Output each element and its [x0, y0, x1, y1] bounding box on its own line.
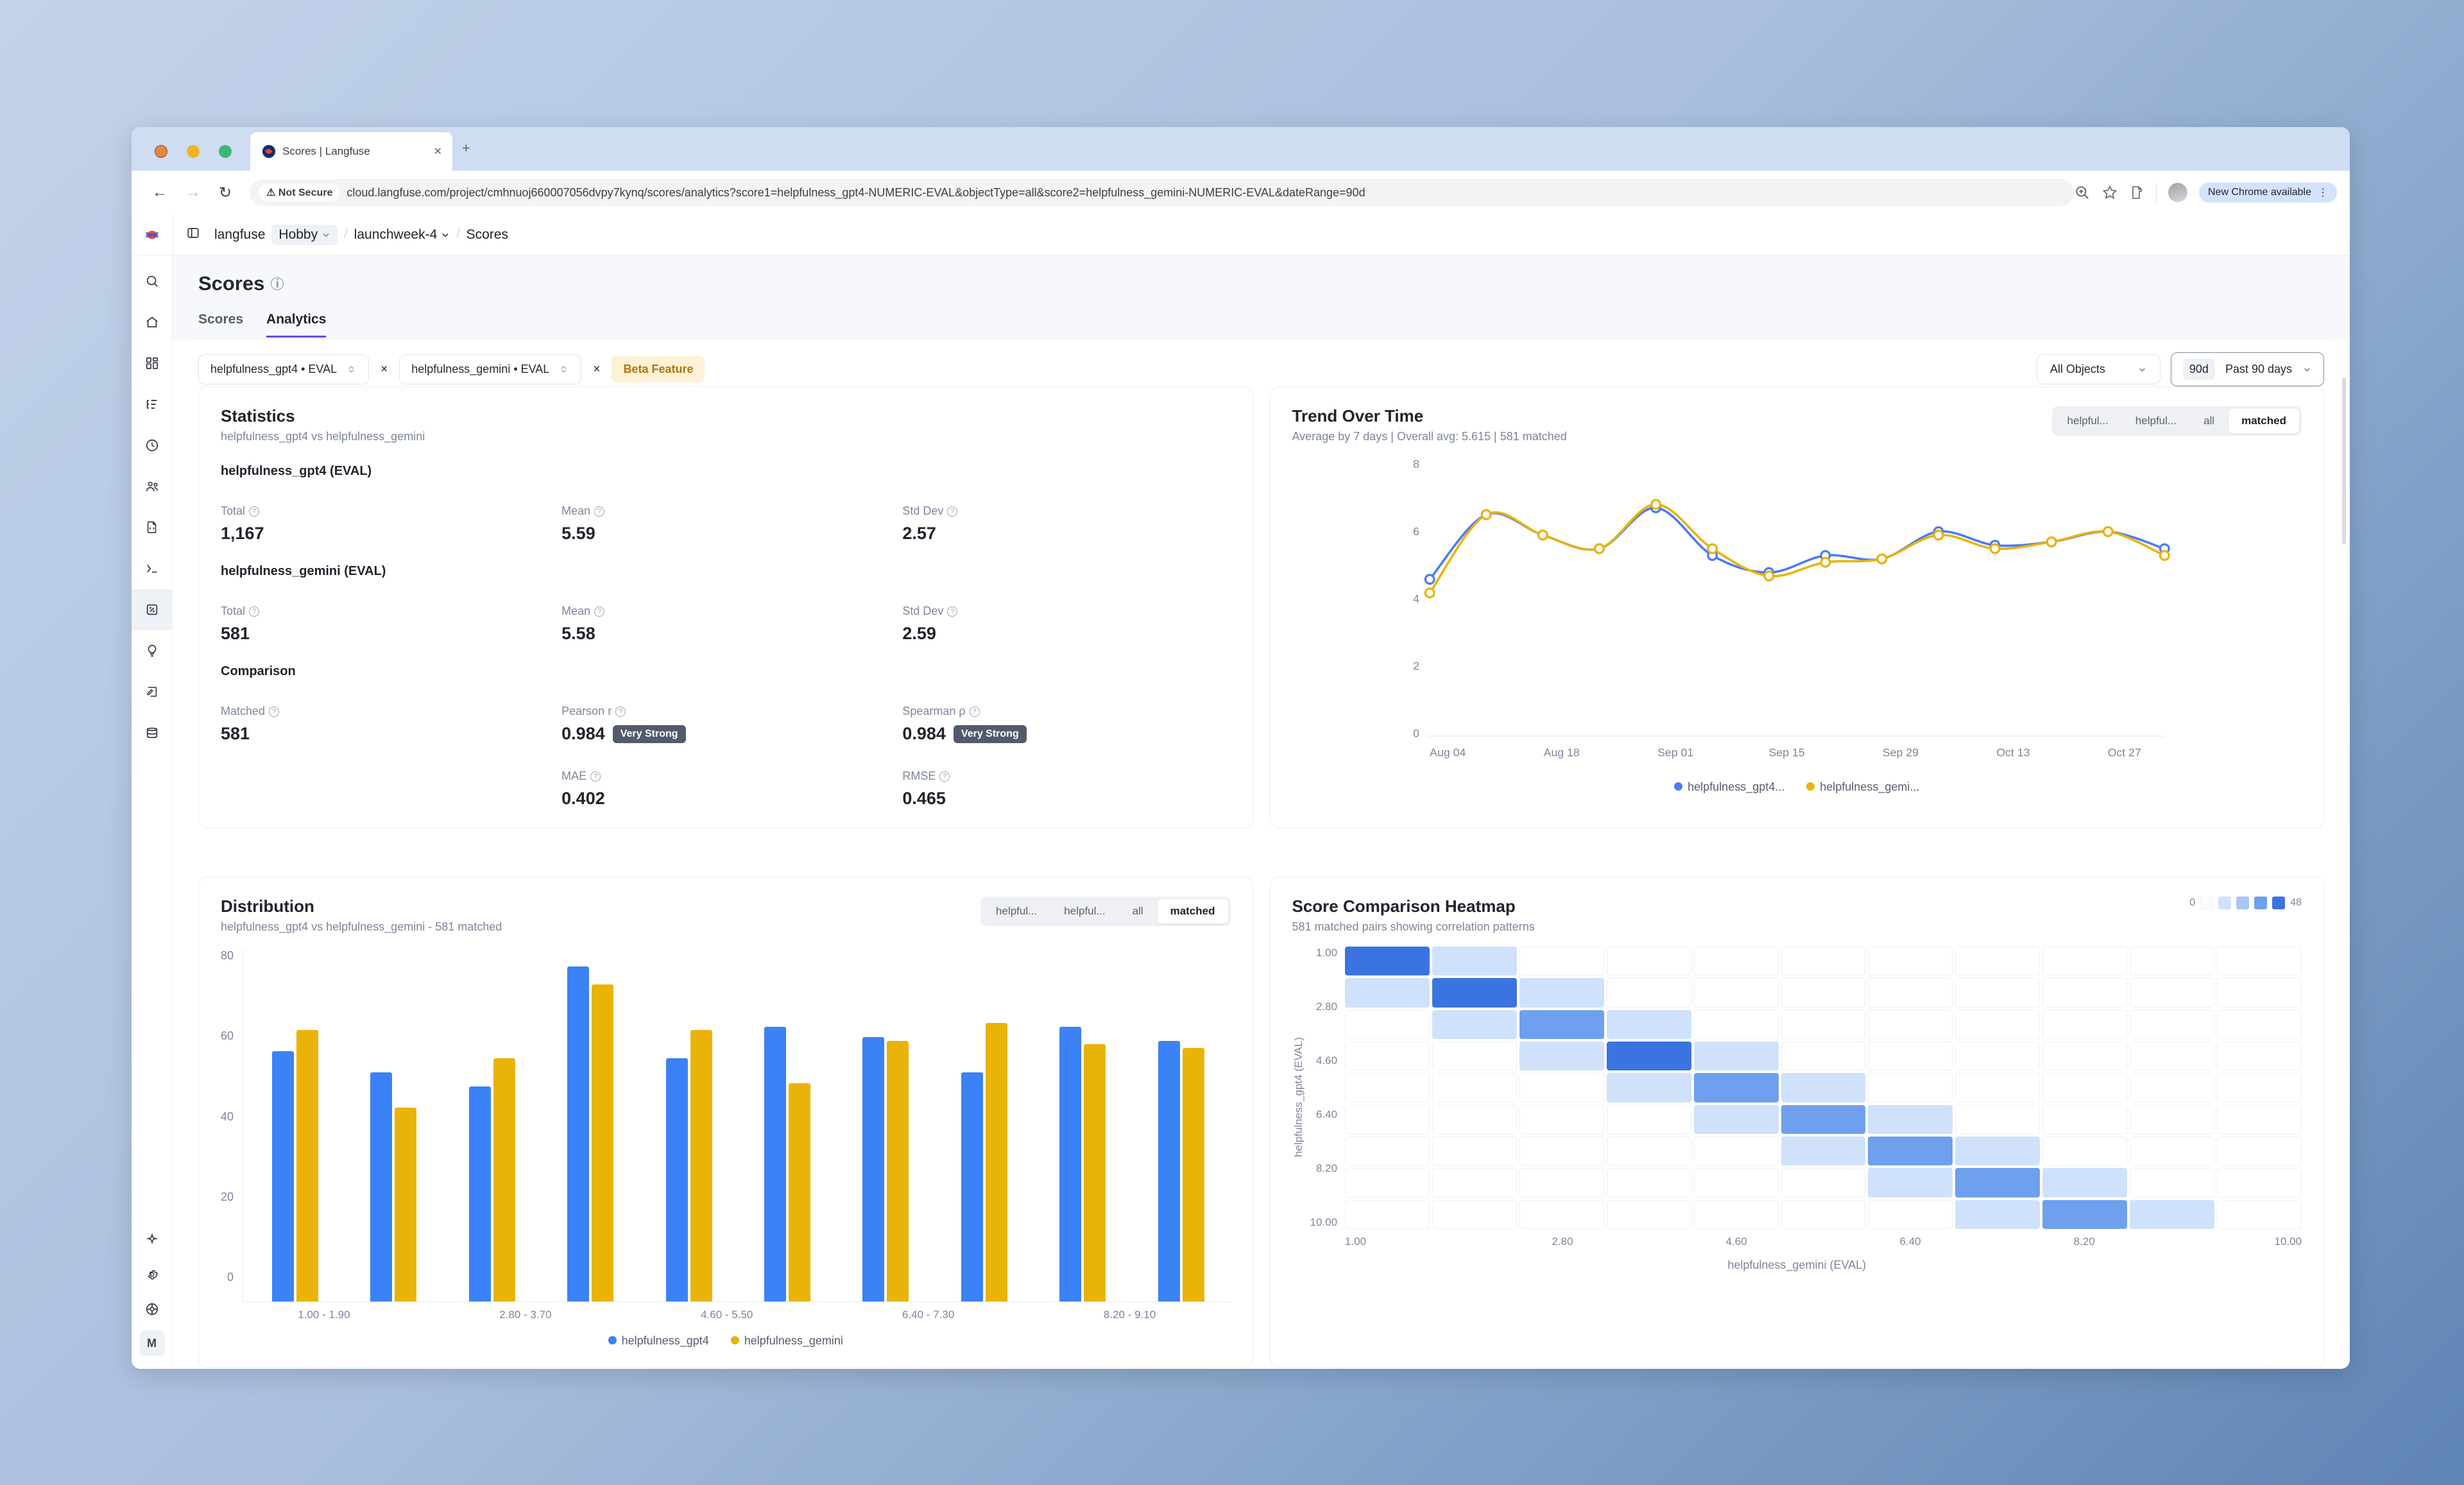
svg-text:Aug 18: Aug 18 — [1543, 746, 1579, 759]
svg-text:Sep 01: Sep 01 — [1657, 746, 1693, 759]
svg-text:4: 4 — [1413, 592, 1419, 605]
svg-text:6: 6 — [1413, 525, 1419, 538]
svg-text:Oct 13: Oct 13 — [1996, 746, 2030, 759]
svg-text:Aug 04: Aug 04 — [1430, 746, 1466, 759]
svg-text:Sep 15: Sep 15 — [1768, 746, 1804, 759]
svg-text:0: 0 — [1413, 727, 1419, 740]
svg-text:Sep 29: Sep 29 — [1882, 746, 1918, 759]
svg-text:Oct 27: Oct 27 — [2107, 746, 2141, 759]
svg-text:2: 2 — [1413, 660, 1419, 673]
svg-text:8: 8 — [1413, 458, 1419, 470]
